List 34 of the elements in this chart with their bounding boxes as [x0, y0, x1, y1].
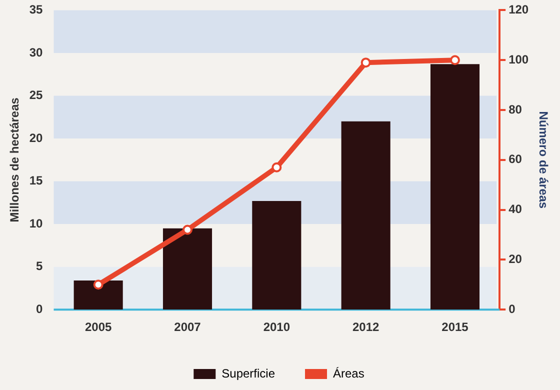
bar [341, 121, 390, 310]
y2-tick-label: 120 [508, 2, 529, 17]
y2-tick-label: 40 [508, 202, 522, 216]
y-tick-label: 10 [29, 216, 44, 230]
x-tick-label: 2007 [174, 320, 202, 334]
y2-tick-label: 60 [508, 152, 522, 166]
legend-label: Superficie [222, 366, 276, 380]
y-tick-label: 35 [29, 2, 44, 17]
y-tick-label: 25 [29, 88, 44, 102]
y-tick-label: 20 [29, 130, 44, 145]
point [182, 224, 192, 235]
y-axis-title: Millones de hectáreas [8, 97, 22, 222]
x-tick-label: 2010 [263, 320, 290, 334]
y-tick-label: 0 [36, 302, 44, 316]
bar [74, 280, 123, 310]
bar [430, 64, 480, 310]
point [272, 162, 282, 172]
y-tick-label: 15 [29, 174, 44, 188]
legend-label: Áreas [333, 366, 364, 380]
point [93, 280, 104, 290]
y2-axis-title: Número de áreas [536, 111, 550, 209]
bar [162, 228, 212, 310]
y-tick-label: 5 [36, 259, 44, 274]
x-tick-label: 2015 [442, 320, 469, 334]
y2-tick-label: 0 [508, 302, 516, 316]
x-tick-label: 2005 [84, 320, 112, 334]
point [450, 55, 460, 66]
y2-tick-label: 100 [508, 52, 529, 66]
point [360, 58, 371, 68]
x-tick-label: 2012 [352, 320, 380, 334]
y2-tick-label: 20 [508, 252, 522, 266]
bar [252, 200, 302, 310]
y-tick-label: 30 [29, 45, 44, 60]
y2-tick-label: 80 [508, 102, 522, 116]
